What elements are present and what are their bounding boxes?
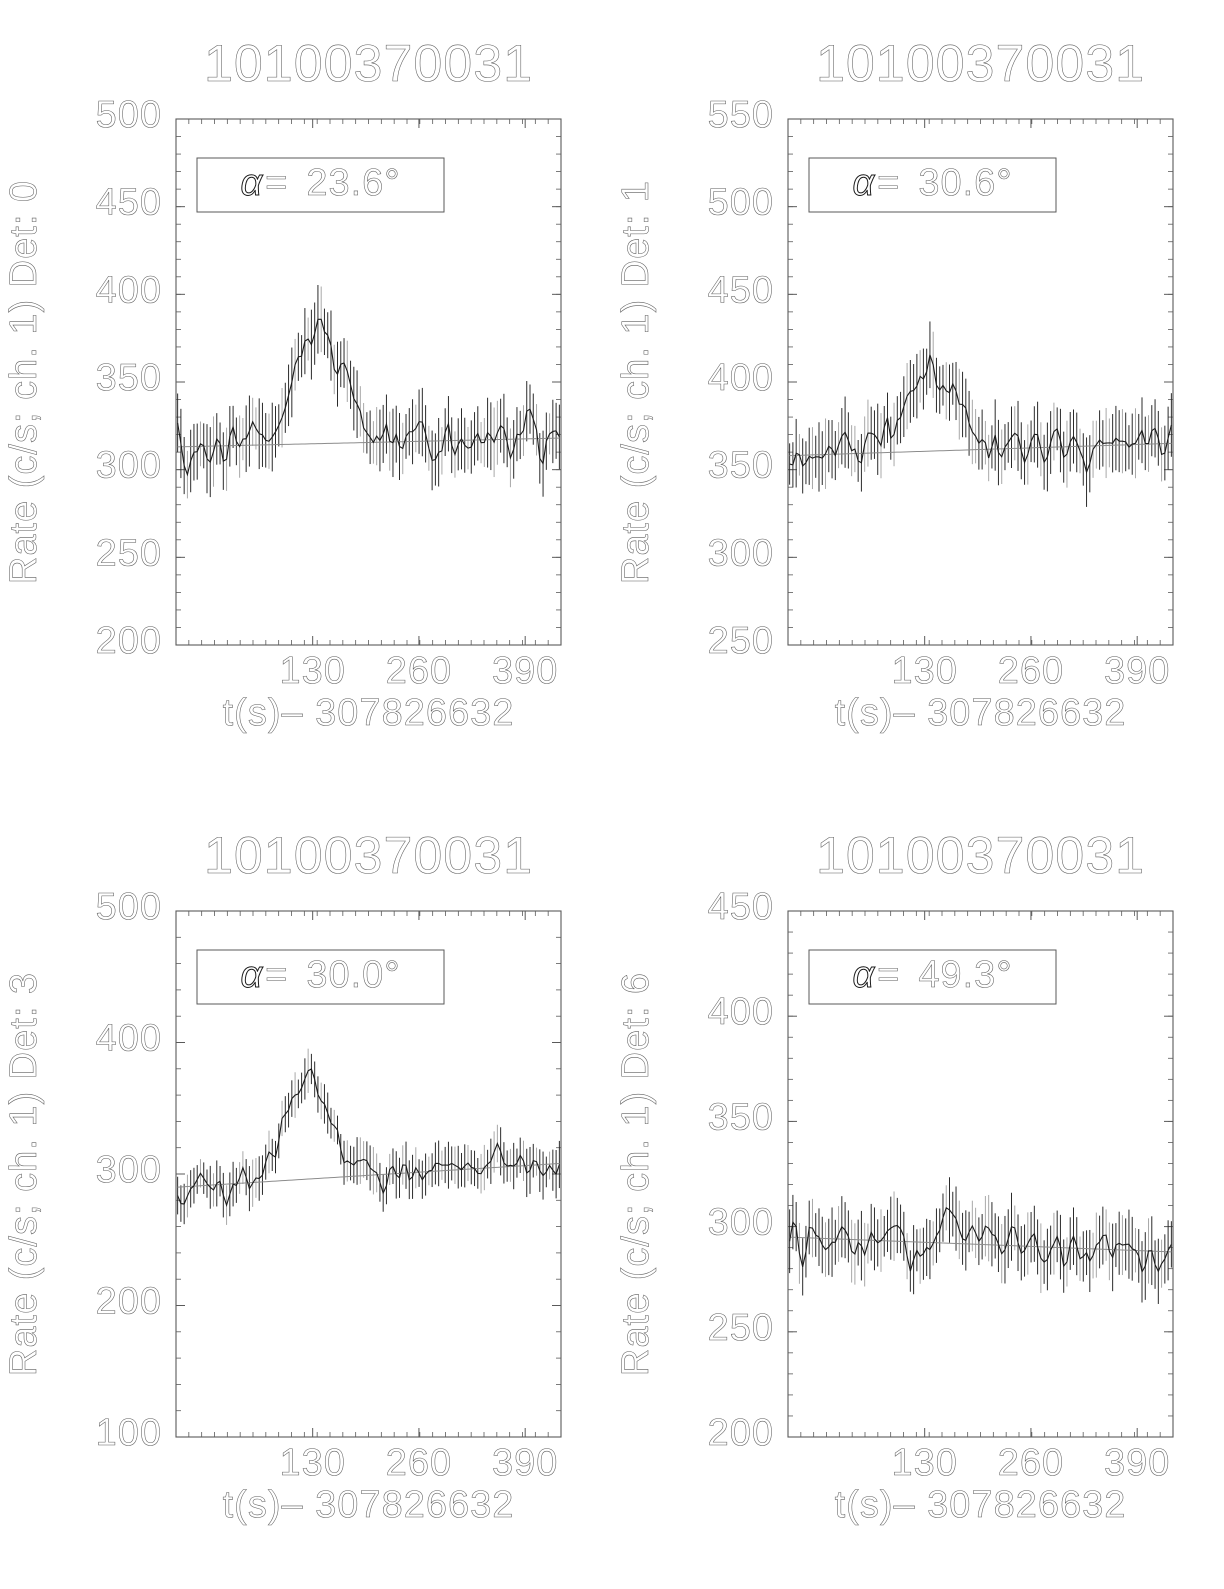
svg-text:450: 450	[708, 269, 774, 311]
svg-text:130: 130	[279, 1442, 345, 1484]
svg-text:400: 400	[96, 1018, 162, 1060]
svg-text:α=30.6°: α= 30.6°	[852, 162, 1012, 204]
svg-text:550: 550	[708, 94, 774, 136]
svg-text:10100370031: 10100370031	[816, 827, 1145, 885]
svg-text:300: 300	[96, 445, 162, 487]
svg-text:130: 130	[891, 1442, 957, 1484]
svg-text:350: 350	[708, 445, 774, 487]
svg-text:500: 500	[708, 182, 774, 224]
svg-text:390: 390	[1104, 650, 1170, 692]
svg-text:400: 400	[708, 357, 774, 399]
svg-text:α=30.0°: α= 30.0°	[240, 954, 400, 996]
svg-text:500: 500	[96, 886, 162, 928]
svg-text:130: 130	[891, 650, 957, 692]
svg-text:260: 260	[998, 1442, 1064, 1484]
svg-text:250: 250	[96, 532, 162, 574]
svg-text:10100370031: 10100370031	[204, 827, 533, 885]
svg-text:390: 390	[492, 650, 558, 692]
svg-text:Rate (c/s; ch. 1) Det: 3: Rate (c/s; ch. 1) Det: 3	[3, 972, 45, 1376]
svg-text:260: 260	[386, 650, 452, 692]
svg-text:450: 450	[96, 182, 162, 224]
svg-text:400: 400	[708, 991, 774, 1033]
svg-text:260: 260	[386, 1442, 452, 1484]
svg-text:250: 250	[708, 1307, 774, 1349]
svg-text:t(s)– 307826632: t(s)– 307826632	[223, 692, 515, 734]
svg-text:300: 300	[708, 1202, 774, 1244]
svg-text:400: 400	[96, 269, 162, 311]
svg-text:300: 300	[708, 532, 774, 574]
svg-text:300: 300	[96, 1149, 162, 1191]
svg-text:500: 500	[96, 94, 162, 136]
svg-text:390: 390	[1104, 1442, 1170, 1484]
svg-text:10100370031: 10100370031	[816, 35, 1145, 93]
svg-text:10100370031: 10100370031	[204, 35, 533, 93]
svg-text:t(s)– 307826632: t(s)– 307826632	[223, 1484, 515, 1526]
svg-text:t(s)– 307826632: t(s)– 307826632	[835, 1484, 1127, 1526]
svg-text:260: 260	[998, 650, 1064, 692]
svg-text:Rate (c/s; ch. 1) Det: 6: Rate (c/s; ch. 1) Det: 6	[615, 972, 657, 1376]
svg-text:250: 250	[708, 620, 774, 662]
svg-text:α=49.3°: α= 49.3°	[852, 954, 1012, 996]
svg-text:Rate (c/s; ch. 1) Det: 1: Rate (c/s; ch. 1) Det: 1	[615, 180, 657, 584]
svg-text:390: 390	[492, 1442, 558, 1484]
svg-text:t(s)– 307826632: t(s)– 307826632	[835, 692, 1127, 734]
svg-text:Rate (c/s; ch. 1) Det: 0: Rate (c/s; ch. 1) Det: 0	[3, 180, 45, 584]
svg-text:130: 130	[279, 650, 345, 692]
svg-text:200: 200	[96, 620, 162, 662]
svg-text:100: 100	[96, 1412, 162, 1454]
svg-text:200: 200	[708, 1412, 774, 1454]
svg-text:α=23.6°: α= 23.6°	[240, 162, 400, 204]
svg-text:200: 200	[96, 1281, 162, 1323]
svg-text:350: 350	[96, 357, 162, 399]
svg-text:450: 450	[708, 886, 774, 928]
svg-text:350: 350	[708, 1096, 774, 1138]
